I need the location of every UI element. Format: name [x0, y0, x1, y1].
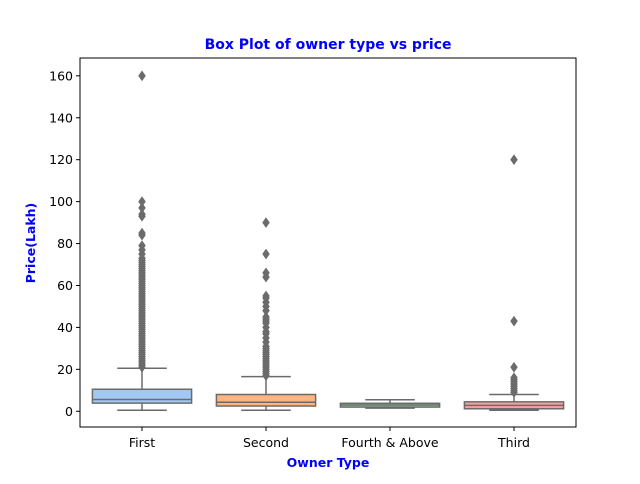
outlier-point: [138, 240, 146, 252]
outlier-point: [510, 361, 518, 373]
x-axis-label: Owner Type: [287, 455, 370, 470]
plot-area: 0 20 40 60 80 100 120 140 160 First Second Fourth &…: [49, 57, 577, 450]
outlier-point: [510, 372, 518, 384]
y-tick-label: 80: [57, 236, 73, 251]
y-axis-label: Price(Lakh): [23, 203, 38, 284]
outlier-point: [138, 227, 146, 239]
outlier-point: [510, 154, 518, 166]
outlier-point: [262, 290, 270, 302]
x-tick-label: Second: [243, 435, 289, 450]
chart-title: Box Plot of owner type vs price: [205, 37, 452, 53]
box-second: [215, 393, 317, 407]
y-tick-label: 20: [57, 362, 73, 377]
y-tick-label: 40: [57, 320, 73, 335]
y-tick-label: 140: [49, 110, 73, 125]
outlier-point: [138, 196, 146, 208]
outlier-point: [262, 311, 270, 323]
axes-frame: [79, 57, 577, 428]
box-first: [91, 388, 193, 404]
outlier-point: [262, 248, 270, 260]
outlier-point: [510, 315, 518, 327]
outlier-point: [138, 202, 146, 214]
x-tick-label: Third: [497, 435, 530, 450]
outlier-point: [138, 208, 146, 220]
y-tick-label: 100: [49, 194, 73, 209]
x-tick-label: First: [129, 435, 155, 450]
x-tick-label: Fourth & Above: [341, 435, 439, 450]
y-tick-label: 60: [57, 278, 73, 293]
y-tick-label: 160: [49, 68, 73, 83]
outlier-point: [138, 70, 146, 82]
outlier-point: [262, 217, 270, 229]
y-tick-label: 0: [65, 404, 73, 419]
outlier-point: [262, 267, 270, 279]
y-tick-label: 120: [49, 152, 73, 167]
